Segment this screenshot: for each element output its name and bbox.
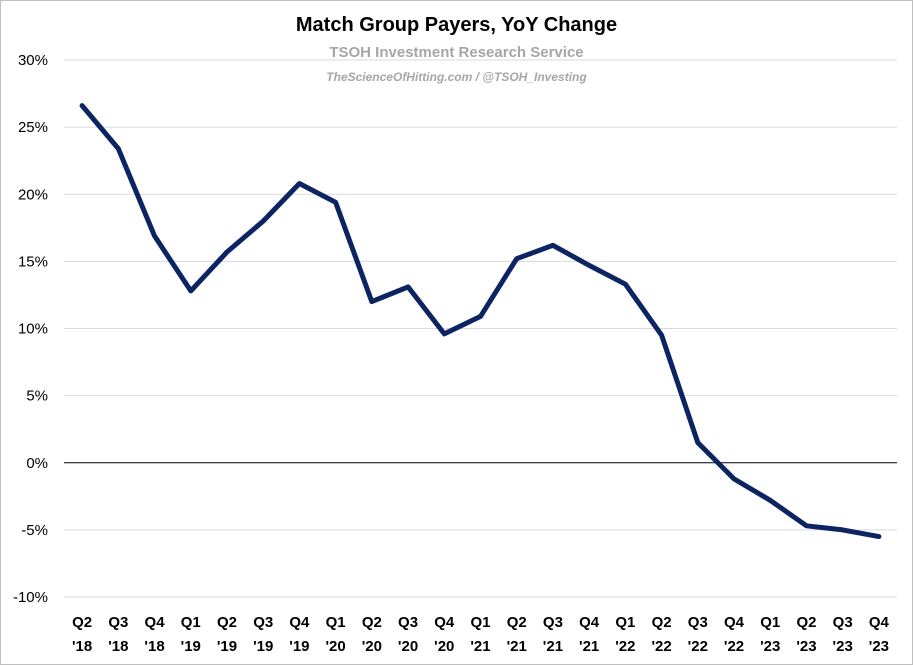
x-tick-year: '18 <box>72 638 92 655</box>
x-tick-year: '23 <box>760 638 780 655</box>
x-tick-quarter: Q2 <box>796 614 816 631</box>
x-tick-year: '18 <box>144 638 164 655</box>
x-tick-year: '22 <box>724 638 744 655</box>
x-tick-year: '23 <box>869 638 889 655</box>
x-tick-quarter: Q4 <box>724 614 745 631</box>
x-tick-quarter: Q1 <box>615 614 635 631</box>
y-axis-ticks: 30% 25% 20% 15% 10% 5% 0% -5% -10% <box>13 52 48 606</box>
x-tick-quarter: Q4 <box>145 614 166 631</box>
x-tick-year: '20 <box>362 638 382 655</box>
y-tick-label: 15% <box>18 253 48 270</box>
x-tick-quarter: Q1 <box>181 614 201 631</box>
x-tick-year: '21 <box>543 638 563 655</box>
x-tick-quarter: Q3 <box>253 614 273 631</box>
x-tick-quarter: Q3 <box>688 614 708 631</box>
x-tick-year: '22 <box>651 638 671 655</box>
y-tick-label: -5% <box>21 522 48 539</box>
x-tick-quarter: Q4 <box>579 614 600 631</box>
x-tick-year: '23 <box>796 638 816 655</box>
chart-title: Match Group Payers, YoY Change <box>295 14 618 36</box>
x-tick-quarter: Q2 <box>652 614 672 631</box>
x-tick-year: '21 <box>470 638 490 655</box>
x-axis-ticks: Q2 '18 Q3 '18 Q4 '18 Q1 '19 Q2 '19 Q3 '19 Q4 '19 Q1 '20… <box>72 614 890 655</box>
y-tick-label: 25% <box>18 119 48 136</box>
y-tick-label: -10% <box>13 589 48 606</box>
x-tick-year: '20 <box>398 638 418 655</box>
x-tick-year: '19 <box>217 638 237 655</box>
series-layer <box>79 103 882 540</box>
x-tick-quarter: Q3 <box>398 614 418 631</box>
x-tick-quarter: Q2 <box>362 614 382 631</box>
x-tick-year: '20 <box>434 638 454 655</box>
x-tick-year: '19 <box>181 638 201 655</box>
x-tick-year: '23 <box>833 638 853 655</box>
x-tick-quarter: Q2 <box>507 614 527 631</box>
x-tick-quarter: Q2 <box>217 614 237 631</box>
x-tick-quarter: Q3 <box>833 614 853 631</box>
x-tick-year: '22 <box>615 638 635 655</box>
x-tick-year: '19 <box>289 638 309 655</box>
x-tick-year: '21 <box>579 638 599 655</box>
x-tick-quarter: Q1 <box>760 614 780 631</box>
x-tick-quarter: Q4 <box>434 614 455 631</box>
y-tick-label: 20% <box>18 186 48 203</box>
x-tick-year: '22 <box>688 638 708 655</box>
x-tick-quarter: Q2 <box>72 614 92 631</box>
x-tick-quarter: Q3 <box>543 614 563 631</box>
y-tick-label: 30% <box>18 52 48 69</box>
x-tick-year: '19 <box>253 638 273 655</box>
x-tick-year: '20 <box>325 638 345 655</box>
y-tick-label: 5% <box>26 388 48 405</box>
x-tick-year: '18 <box>108 638 128 655</box>
x-tick-quarter: Q4 <box>289 614 310 631</box>
chart-subtitle: TSOH Investment Research Service <box>329 44 584 61</box>
x-tick-quarter: Q1 <box>470 614 490 631</box>
x-tick-quarter: Q1 <box>326 614 346 631</box>
y-tick-label: 10% <box>18 321 48 338</box>
x-tick-quarter: Q4 <box>869 614 890 631</box>
series-line <box>79 103 882 540</box>
x-tick-year: '21 <box>507 638 527 655</box>
x-tick-quarter: Q3 <box>108 614 128 631</box>
gridlines <box>64 59 897 598</box>
chart-credit: TheScienceOfHitting.com / @TSOH_Investin… <box>326 70 587 84</box>
y-tick-label: 0% <box>26 455 48 472</box>
